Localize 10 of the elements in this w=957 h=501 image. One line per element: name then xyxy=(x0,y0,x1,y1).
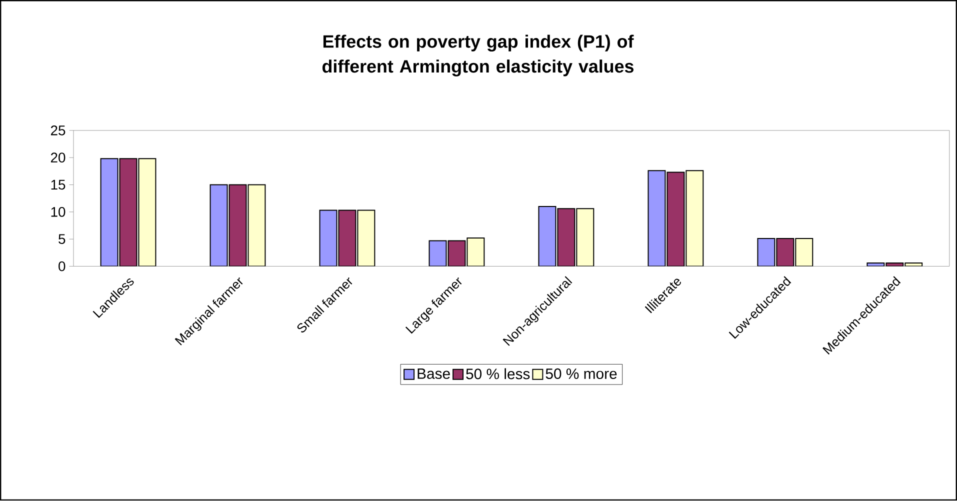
y-tick-label: 5 xyxy=(58,234,66,244)
y-tick-label: 10 xyxy=(51,207,66,218)
y-tick-label: 15 xyxy=(51,180,66,190)
y-tick-label: 20 xyxy=(50,152,66,163)
legend-label: Base xyxy=(418,368,450,380)
legend-label: 50 % more xyxy=(546,368,617,380)
y-tick-label: 25 xyxy=(50,126,66,136)
y-tick-label: 0 xyxy=(58,262,66,272)
legend-label: 50 % less xyxy=(466,368,530,380)
chart-title: Effects on poverty gap index (P1) of different Armington elasticity values xyxy=(322,34,634,77)
